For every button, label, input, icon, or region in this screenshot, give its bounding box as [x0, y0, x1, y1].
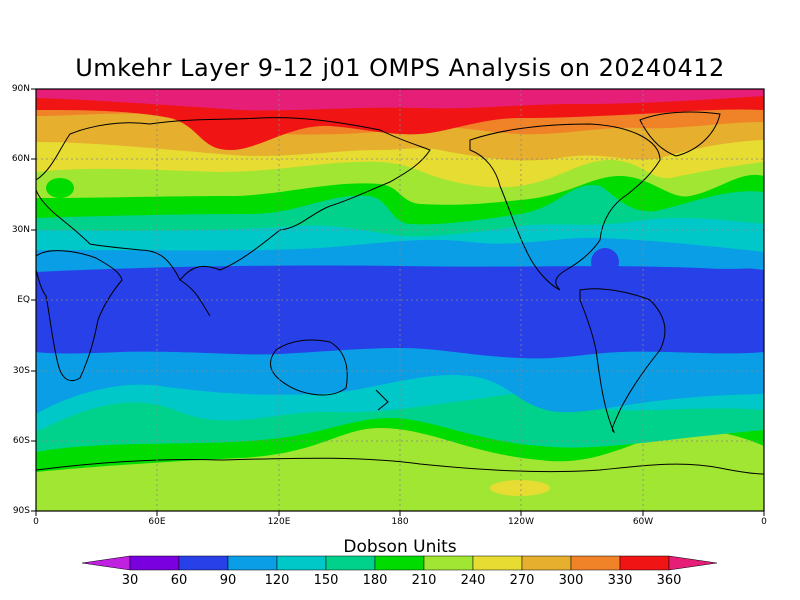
- lat-label-eq: EQ: [17, 295, 30, 305]
- colorbar-label: 60: [170, 573, 188, 588]
- colorbar-max-triangle: [668, 555, 718, 571]
- colorbar-swatch: [276, 555, 327, 571]
- colorbar-swatch: [472, 555, 523, 571]
- lat-label-60n: 60N: [11, 154, 30, 164]
- legend-title: Dobson Units: [343, 537, 457, 557]
- colorbar-label: 270: [509, 573, 535, 588]
- new-zealand-coast: [375, 389, 389, 411]
- south-america-coast: [579, 288, 666, 434]
- india-coast: [179, 279, 211, 317]
- greenland-coast: [639, 111, 721, 157]
- lat-label-90n: 90N: [11, 84, 30, 94]
- colorbar-swatch: [619, 555, 670, 571]
- colorbar-label: 300: [558, 573, 584, 588]
- north-america-coast: [469, 123, 661, 291]
- colorbar-swatch: [521, 555, 572, 571]
- lon-label-60w: 60W: [632, 517, 654, 527]
- colorbar-label: 120: [264, 573, 290, 588]
- lat-label-60s: 60S: [12, 436, 30, 446]
- colorbar-swatch: [423, 555, 474, 571]
- colorbar-min-triangle: [81, 555, 131, 571]
- lon-label-120w: 120W: [507, 517, 535, 527]
- band-90: [36, 265, 764, 359]
- ozone-field: [36, 89, 764, 511]
- europe-high: [46, 178, 74, 198]
- colorbar-label: 30: [121, 573, 139, 588]
- lat-label-30n: 30N: [11, 225, 30, 235]
- colorbar-swatch: [178, 555, 229, 571]
- lon-label-180: 180: [391, 517, 409, 527]
- australia-coast: [270, 339, 348, 396]
- mid-atlantic-low: [591, 248, 619, 276]
- lon-label-0-right: 0: [761, 517, 767, 527]
- graticule: [36, 89, 764, 511]
- antarctica-coast: [36, 457, 764, 475]
- pacific-low-region: [490, 480, 550, 496]
- lat-label-90s: 90S: [12, 506, 30, 516]
- colorbar-label: 180: [362, 573, 388, 588]
- colorbar-swatch: [227, 555, 278, 571]
- colorbar-swatch: [374, 555, 425, 571]
- colorbar-label: 330: [607, 573, 633, 588]
- colorbar: [81, 555, 718, 571]
- colorbar-label: 90: [219, 573, 237, 588]
- africa-coast: [36, 250, 123, 382]
- axis-ticks: [31, 88, 765, 516]
- lon-label-0-left: 0: [33, 517, 39, 527]
- eurasia-coast: [36, 117, 431, 281]
- colorbar-label: 210: [411, 573, 437, 588]
- colorbar-label: 360: [656, 573, 682, 588]
- colorbar-label: 240: [460, 573, 486, 588]
- colorbar-swatch: [325, 555, 376, 571]
- lat-label-30s: 30S: [12, 366, 30, 376]
- colorbar-label: 150: [313, 573, 339, 588]
- colorbar-swatch: [129, 555, 180, 571]
- colorbar-swatch: [570, 555, 621, 571]
- lon-label-120e: 120E: [267, 517, 291, 527]
- lon-label-60e: 60E: [148, 517, 166, 527]
- coastlines: [36, 111, 764, 475]
- map-title: Umkehr Layer 9-12 j01 OMPS Analysis on 2…: [75, 54, 725, 82]
